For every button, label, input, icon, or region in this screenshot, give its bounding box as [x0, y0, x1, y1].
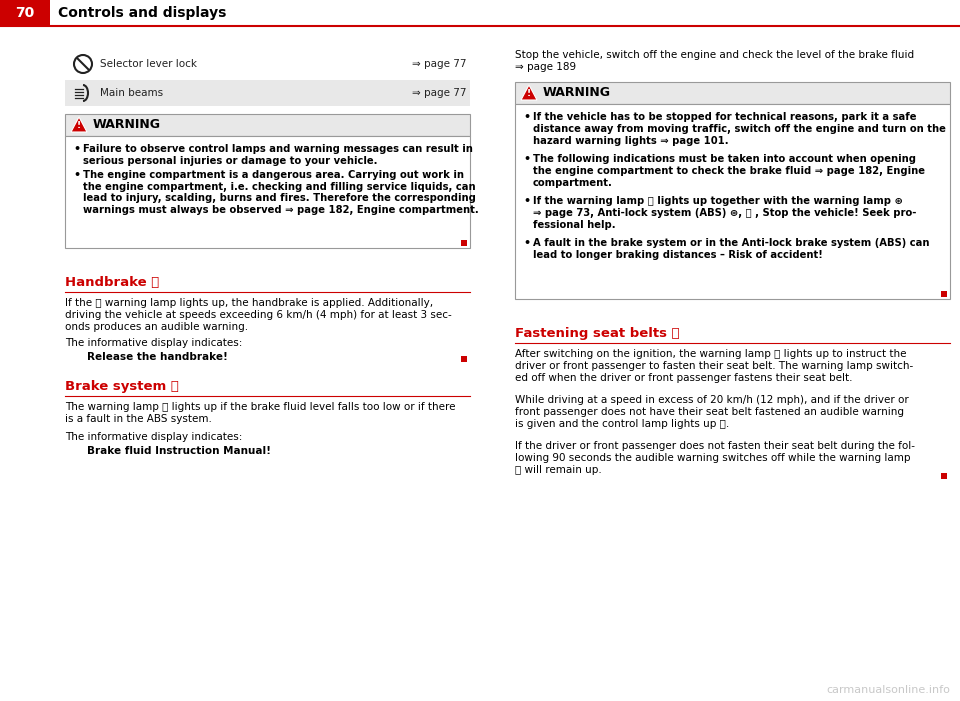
Text: ⇒ page 77: ⇒ page 77 [412, 59, 466, 69]
Text: hazard warning lights ⇒ page 101.: hazard warning lights ⇒ page 101. [533, 136, 729, 146]
Text: front passenger does not have their seat belt fastened an audible warning: front passenger does not have their seat… [515, 407, 904, 417]
Text: •: • [523, 154, 530, 164]
Text: ⇒ page 77: ⇒ page 77 [412, 88, 466, 98]
Text: If the vehicle has to be stopped for technical reasons, park it a safe: If the vehicle has to be stopped for tec… [533, 112, 917, 122]
Text: onds produces an audible warning.: onds produces an audible warning. [65, 322, 248, 332]
Text: If the warning lamp Ⓢ lights up together with the warning lamp ⊛: If the warning lamp Ⓢ lights up together… [533, 196, 902, 206]
Text: the engine compartment to check the brake fluid ⇒ page 182, Engine: the engine compartment to check the brak… [533, 166, 925, 176]
Text: The warning lamp ⓘ lights up if the brake fluid level falls too low or if there: The warning lamp ⓘ lights up if the brak… [65, 402, 455, 412]
Bar [941, 473, 947, 479]
Text: is given and the control lamp lights up ⛓.: is given and the control lamp lights up … [515, 419, 730, 429]
Text: Controls and displays: Controls and displays [58, 6, 227, 20]
Text: distance away from moving traffic, switch off the engine and turn on the: distance away from moving traffic, switc… [533, 124, 946, 134]
Text: WARNING: WARNING [543, 86, 611, 100]
Bar [0, 0, 50, 26]
Text: driver or front passenger to fasten their seat belt. The warning lamp switch-: driver or front passenger to fasten thei… [515, 361, 913, 371]
Text: !: ! [527, 90, 531, 99]
Text: Fastening seat belts ⛓: Fastening seat belts ⛓ [515, 327, 680, 340]
Text: lowing 90 seconds the audible warning switches off while the warning lamp: lowing 90 seconds the audible warning sw… [515, 453, 910, 463]
Text: The informative display indicates:: The informative display indicates: [65, 432, 242, 442]
Text: If the ⓟ warning lamp lights up, the handbrake is applied. Additionally,: If the ⓟ warning lamp lights up, the han… [65, 298, 433, 308]
Text: •: • [523, 238, 530, 248]
Text: •: • [523, 112, 530, 122]
Text: Failure to observe control lamps and warning messages can result in
serious pers: Failure to observe control lamps and war… [83, 144, 473, 165]
Text: Stop the vehicle, switch off the engine and check the level of the brake fluid: Stop the vehicle, switch off the engine … [515, 50, 914, 60]
Text: While driving at a speed in excess of 20 km/h (12 mph), and if the driver or: While driving at a speed in excess of 20… [515, 395, 909, 405]
Text: Selector lever lock: Selector lever lock [100, 59, 197, 69]
Text: ⇒ page 189: ⇒ page 189 [515, 62, 576, 72]
Text: !: ! [77, 121, 81, 130]
Text: lead to longer braking distances – Risk of accident!: lead to longer braking distances – Risk … [533, 250, 823, 260]
Text: The informative display indicates:: The informative display indicates: [65, 338, 242, 348]
Text: ⛓ will remain up.: ⛓ will remain up. [515, 465, 602, 475]
Text: ed off when the driver or front passenger fastens their seat belt.: ed off when the driver or front passenge… [515, 373, 852, 383]
Text: ⇒ page 73, Anti-lock system (ABS) ⊛, Ⓣ , Stop the vehicle! Seek pro-: ⇒ page 73, Anti-lock system (ABS) ⊛, Ⓣ ,… [533, 208, 917, 218]
Text: WARNING: WARNING [93, 118, 161, 132]
Text: carmanualsonline.info: carmanualsonline.info [827, 685, 950, 695]
Text: If the driver or front passenger does not fasten their seat belt during the fol-: If the driver or front passenger does no… [515, 441, 915, 451]
Bar [941, 291, 947, 297]
Bar [65, 136, 470, 248]
Text: driving the vehicle at speeds exceeding 6 km/h (4 mph) for at least 3 sec-: driving the vehicle at speeds exceeding … [65, 310, 452, 320]
Polygon shape [71, 117, 87, 132]
Polygon shape [521, 85, 537, 100]
Bar [515, 104, 950, 299]
Text: Main beams: Main beams [100, 88, 163, 98]
Text: 70: 70 [15, 6, 35, 20]
Text: A fault in the brake system or in the Anti-lock brake system (ABS) can: A fault in the brake system or in the An… [533, 238, 929, 248]
Text: Brake system ⓘ: Brake system ⓘ [65, 380, 179, 393]
Text: Release the handbrake!: Release the handbrake! [87, 352, 228, 362]
Bar [461, 240, 467, 246]
Text: The engine compartment is a dangerous area. Carrying out work in
the engine comp: The engine compartment is a dangerous ar… [83, 170, 479, 215]
Text: •: • [523, 196, 530, 206]
Text: is a fault in the ABS system.: is a fault in the ABS system. [65, 414, 212, 424]
Bar [461, 356, 467, 362]
Bar [65, 50, 470, 78]
Text: compartment.: compartment. [533, 178, 612, 188]
Text: After switching on the ignition, the warning lamp ⛓ lights up to instruct the: After switching on the ignition, the war… [515, 349, 906, 359]
Bar [515, 82, 950, 104]
Text: •: • [73, 170, 80, 180]
Text: •: • [73, 144, 80, 154]
Text: The following indications must be taken into account when opening: The following indications must be taken … [533, 154, 916, 164]
Text: fessional help.: fessional help. [533, 220, 615, 230]
Bar [65, 80, 470, 106]
Bar [65, 114, 470, 136]
Text: Brake fluid Instruction Manual!: Brake fluid Instruction Manual! [87, 446, 271, 456]
Text: Handbrake ⓟ: Handbrake ⓟ [65, 276, 159, 289]
